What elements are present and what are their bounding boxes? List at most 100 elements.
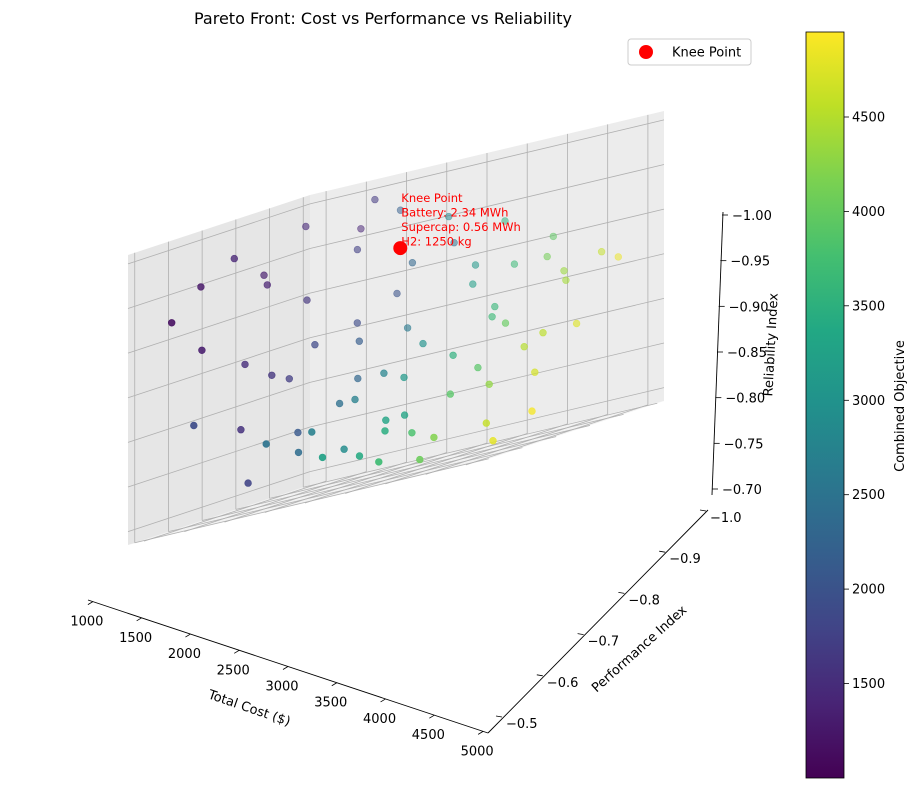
- colorbar-tick-label: 2000: [852, 583, 885, 598]
- grid-y-floor: [235, 425, 590, 510]
- scatter-point: [354, 374, 362, 383]
- grid-z-side: [127, 337, 311, 399]
- scatter-point: [501, 217, 509, 225]
- grid-y-floor: [303, 402, 658, 488]
- scatter-point: [371, 195, 379, 204]
- scatter-point: [400, 373, 408, 382]
- grid-lines: [127, 114, 665, 544]
- colorbar-ticks: 1500 2000 2500 3000 3500 4000 4500: [844, 111, 885, 692]
- z-tick-label: −0.95: [730, 255, 770, 270]
- x-tick-mark: [477, 731, 484, 735]
- scatter-point: [419, 339, 427, 348]
- knee-point-annotation: Battery: 2.34 MWh: [401, 206, 508, 220]
- scatter-point: [303, 296, 311, 304]
- scatter-point: [469, 280, 477, 288]
- scatter-point: [501, 319, 510, 327]
- legend-box: [627, 38, 752, 66]
- scatter-point: [351, 395, 359, 404]
- y-tick-mark: [577, 633, 584, 635]
- grid-y-floor: [168, 447, 523, 533]
- grid-z-back: [309, 119, 665, 205]
- scatter-point: [230, 254, 239, 263]
- scatter-point: [491, 302, 499, 311]
- scatter-point: [263, 281, 271, 289]
- scatter-point: [408, 429, 416, 437]
- x-tick-label: 1000: [70, 615, 103, 630]
- scatter-point: [168, 319, 176, 327]
- scatter-point: [510, 260, 519, 268]
- z-tick-label: −0.70: [722, 483, 762, 498]
- y-tick-mark: [659, 550, 666, 553]
- legend-knee-marker: [639, 45, 653, 59]
- scatter-point: [294, 428, 302, 437]
- grid-x-floor: [304, 442, 488, 504]
- z-axis-line: [711, 211, 724, 496]
- scatter-point: [572, 319, 581, 328]
- scatter-point: [380, 369, 388, 377]
- scatter-point: [430, 433, 438, 442]
- y-tick-label: −0.8: [628, 593, 660, 608]
- scatter-point: [268, 371, 276, 379]
- scatter-points: [168, 195, 622, 487]
- grid-x-floor: [224, 461, 407, 523]
- scatter-point: [241, 360, 249, 369]
- scatter-point: [308, 428, 316, 436]
- grid-z-side: [127, 248, 311, 309]
- colorbar-tick-label: 3000: [852, 394, 885, 409]
- scatter-point: [198, 346, 206, 354]
- grid-z-back: [309, 253, 665, 339]
- grid-x-floor: [425, 413, 608, 475]
- chart-title: Pareto Front: Cost vs Performance vs Rel…: [194, 9, 572, 28]
- z-tick-label: −1.00: [732, 209, 772, 224]
- scatter-point: [400, 411, 409, 419]
- grid-z-back: [309, 387, 665, 473]
- scatter-point: [318, 453, 327, 462]
- colorbar-tick-label: 2500: [852, 488, 885, 503]
- scatter-point: [488, 313, 496, 321]
- scatter-point: [539, 329, 547, 337]
- grid-y-floor: [269, 413, 624, 499]
- x-tick-mark: [429, 714, 435, 719]
- grid-x-floor: [345, 433, 528, 494]
- x-tick-mark: [185, 633, 191, 638]
- grid-x-floor: [184, 471, 367, 533]
- scatter-point: [285, 375, 293, 383]
- grid-z-side: [127, 471, 311, 532]
- x-tick-label: 2000: [168, 647, 201, 662]
- scatter-point: [549, 232, 557, 241]
- colorbar-tick-label: 4000: [852, 205, 885, 220]
- y-tick-mark: [536, 674, 543, 677]
- colorbar-tick-label: 3500: [852, 299, 885, 314]
- scatter-point: [294, 448, 303, 457]
- axes: [87, 211, 728, 735]
- scatter-point: [353, 319, 361, 327]
- colorbar: 1500 2000 2500 3000 3500 4000 4500 Combined Ob…: [805, 31, 908, 779]
- scatter-point: [531, 368, 539, 376]
- x-tick-mark: [87, 601, 94, 605]
- scatter-point: [355, 452, 364, 460]
- y-tick-label: −0.9: [669, 552, 701, 567]
- grid-z-back: [309, 297, 665, 383]
- scatter-point: [340, 445, 348, 453]
- scatter-point: [489, 437, 497, 445]
- scatter-point: [445, 212, 453, 221]
- y-tick-label: −0.6: [547, 676, 579, 691]
- scatter-point: [355, 337, 363, 345]
- scatter-point: [408, 259, 417, 267]
- scatter-point: [353, 245, 362, 254]
- scatter-point: [197, 283, 205, 291]
- y-tick-label: −0.7: [588, 635, 620, 650]
- grid-z-side: [127, 203, 311, 265]
- scatter-point: [446, 390, 454, 398]
- x-tick-mark: [331, 682, 337, 687]
- scatter-point: [471, 261, 480, 269]
- scatter-point: [482, 419, 490, 427]
- scatter-point: [528, 407, 536, 415]
- grid-y-floor: [202, 436, 557, 521]
- y-axis-line: [487, 509, 709, 734]
- scatter-point: [614, 253, 622, 261]
- x-tick-mark: [136, 617, 142, 622]
- scatter-point: [335, 399, 344, 408]
